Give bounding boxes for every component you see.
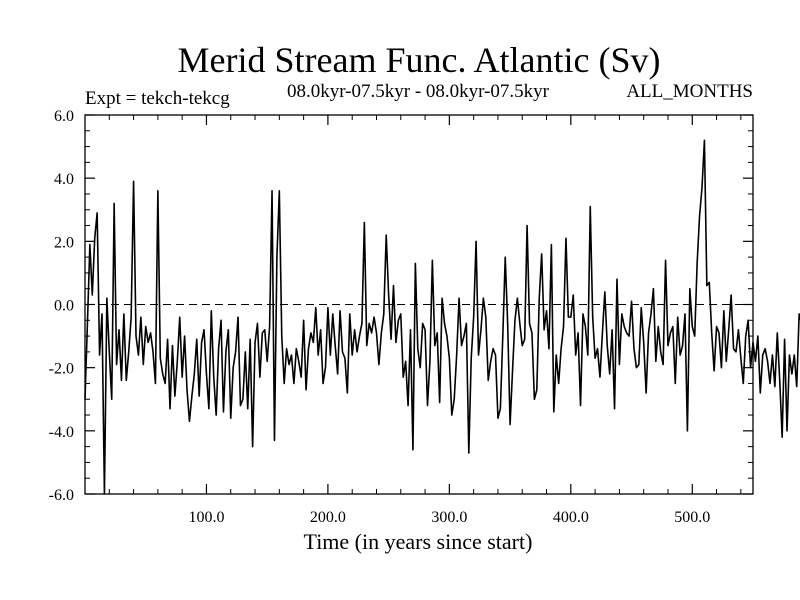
chart-subtitle-right: ALL_MONTHS [626, 81, 753, 102]
x-tick-label: 400.0 [553, 509, 589, 526]
plot-frame [84, 114, 754, 495]
y-tick-label: 2.0 [54, 234, 74, 251]
y-tick-label: 6.0 [54, 108, 74, 125]
x-tick-label: 500.0 [674, 509, 710, 526]
x-tick-label: 200.0 [310, 509, 346, 526]
chart-title: Merid Stream Func. Atlantic (Sv) [178, 40, 661, 80]
x-axis-label: Time (in years since start) [304, 529, 533, 554]
y-tick-label: 0.0 [54, 298, 74, 315]
x-tick-label: 300.0 [431, 509, 467, 526]
series-line-0 [84, 139, 800, 495]
y-tick-label: -6.0 [49, 487, 74, 504]
plot-area: 6.0 4.0 2.0 0.0 -2.0 -4.0 -6.0 100.0 200.0 300.0 4… [49, 108, 800, 526]
y-tick-label: -4.0 [49, 424, 74, 441]
y-tick-label: -2.0 [49, 361, 74, 378]
chart-subtitle-left: Expt = tekch-tekcg [85, 88, 230, 109]
chart-subtitle-center: 08.0kyr-07.5kyr - 08.0kyr-07.5kyr [287, 81, 550, 102]
y-tick-label: 4.0 [54, 171, 74, 188]
x-tick-label: 100.0 [188, 509, 224, 526]
